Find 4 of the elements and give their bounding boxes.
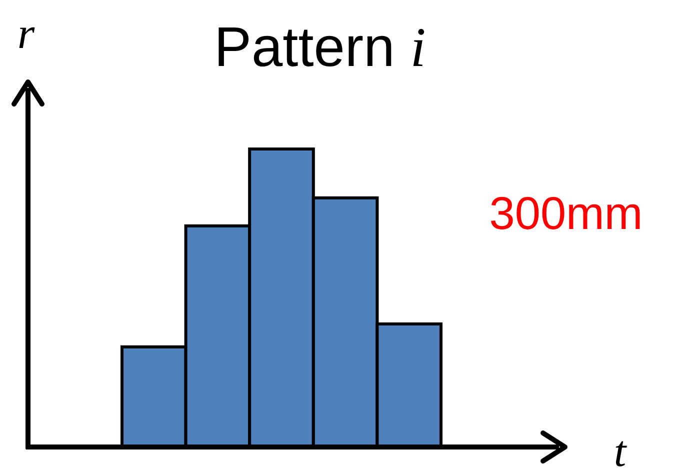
chart-title: Pattern i	[214, 15, 426, 79]
text: 300mm	[489, 187, 643, 239]
x-axis-title: t	[614, 427, 628, 476]
y-axis-title: r	[17, 9, 36, 58]
